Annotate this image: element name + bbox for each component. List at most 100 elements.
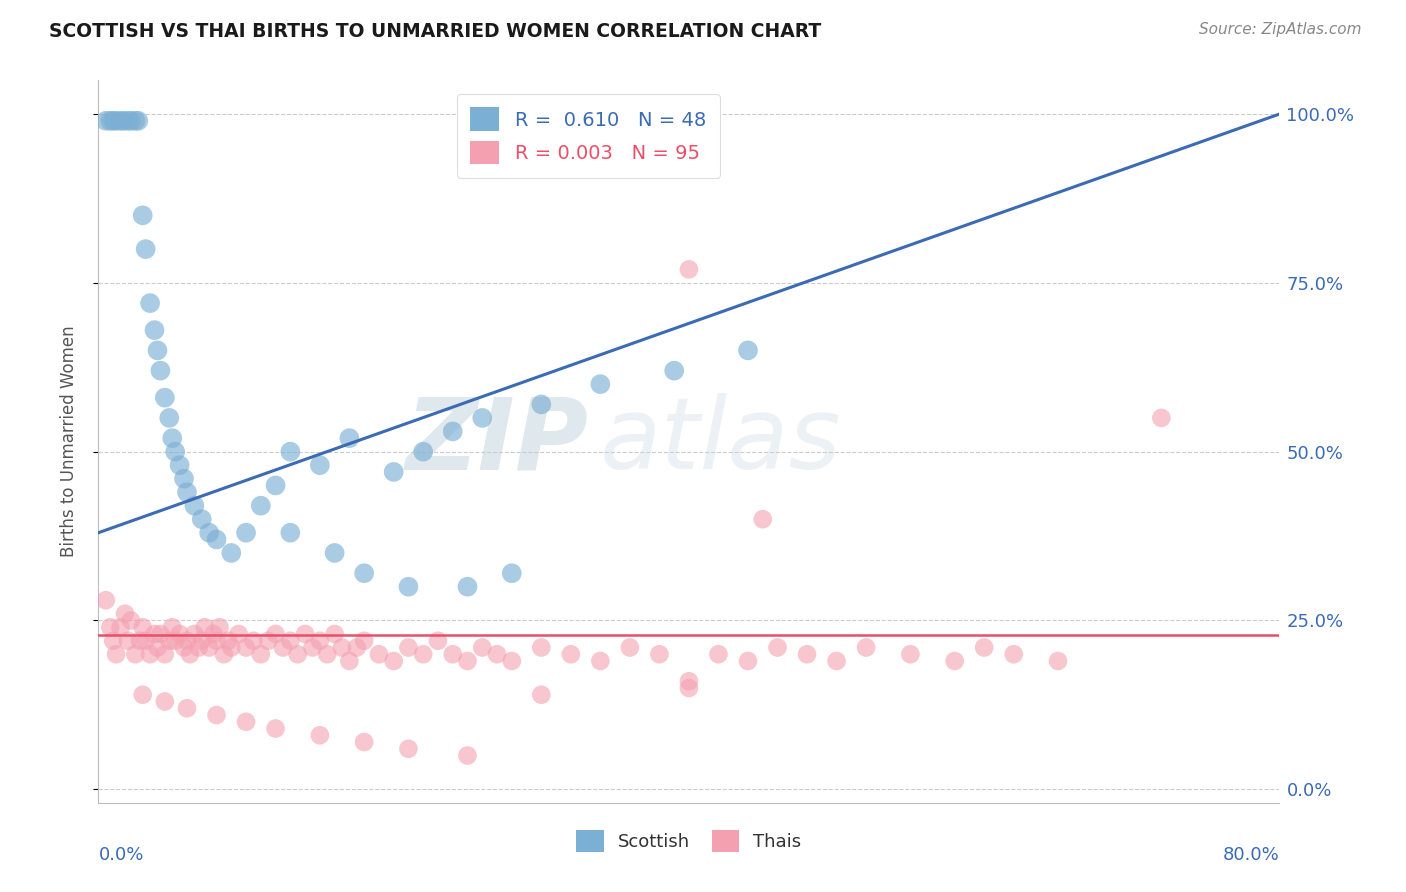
Point — [264, 722, 287, 736]
Point — [162, 431, 183, 445]
Point — [346, 640, 368, 655]
Point — [205, 708, 228, 723]
Point — [132, 688, 155, 702]
Point — [191, 512, 214, 526]
Point — [678, 262, 700, 277]
Point — [124, 113, 146, 128]
Text: Source: ZipAtlas.com: Source: ZipAtlas.com — [1198, 22, 1361, 37]
Legend: Scottish, Thais: Scottish, Thais — [569, 822, 808, 859]
Point — [353, 566, 375, 581]
Point — [339, 431, 361, 445]
Point — [132, 208, 155, 222]
Point — [1046, 654, 1070, 668]
Point — [98, 620, 121, 634]
Point — [162, 620, 183, 634]
Point — [339, 654, 361, 668]
Point — [323, 627, 346, 641]
Point — [105, 113, 128, 128]
Point — [330, 640, 353, 655]
Point — [94, 593, 117, 607]
Point — [153, 647, 176, 661]
Point — [678, 681, 700, 695]
Point — [678, 674, 700, 689]
Point — [191, 633, 214, 648]
Point — [368, 647, 391, 661]
Point — [264, 627, 287, 641]
Text: ZIP: ZIP — [405, 393, 589, 490]
Point — [1002, 647, 1025, 661]
Point — [169, 458, 191, 472]
Text: 80.0%: 80.0% — [1223, 847, 1279, 864]
Point — [110, 113, 132, 128]
Point — [183, 627, 205, 641]
Point — [530, 640, 553, 655]
Point — [382, 465, 405, 479]
Point — [176, 485, 198, 500]
Point — [235, 714, 257, 729]
Point — [271, 640, 294, 655]
Point — [153, 694, 176, 708]
Point — [560, 647, 582, 661]
Point — [530, 688, 553, 702]
Point — [619, 640, 641, 655]
Point — [149, 364, 172, 378]
Point — [124, 647, 146, 661]
Point — [589, 377, 612, 392]
Point — [143, 323, 166, 337]
Point — [205, 633, 228, 648]
Point — [198, 640, 221, 655]
Point — [139, 296, 162, 310]
Point — [194, 620, 217, 634]
Point — [1150, 411, 1173, 425]
Point — [169, 627, 191, 641]
Point — [457, 748, 479, 763]
Point — [398, 741, 420, 756]
Text: SCOTTISH VS THAI BIRTHS TO UNMARRIED WOMEN CORRELATION CHART: SCOTTISH VS THAI BIRTHS TO UNMARRIED WOM… — [49, 22, 821, 41]
Point — [301, 640, 323, 655]
Point — [176, 633, 198, 648]
Point — [173, 472, 195, 486]
Point — [117, 113, 139, 128]
Point — [146, 343, 169, 358]
Point — [94, 113, 117, 128]
Point — [353, 735, 375, 749]
Point — [205, 533, 228, 547]
Point — [257, 633, 280, 648]
Point — [157, 411, 180, 425]
Point — [208, 620, 231, 634]
Point — [153, 391, 176, 405]
Point — [427, 633, 450, 648]
Point — [202, 627, 225, 641]
Point — [398, 640, 420, 655]
Point — [198, 525, 221, 540]
Point — [648, 647, 671, 661]
Point — [228, 627, 250, 641]
Point — [280, 633, 302, 648]
Point — [280, 525, 302, 540]
Point — [707, 647, 730, 661]
Point — [398, 580, 420, 594]
Point — [855, 640, 877, 655]
Point — [105, 647, 128, 661]
Point — [149, 627, 172, 641]
Point — [183, 499, 205, 513]
Y-axis label: Births to Unmarried Women: Births to Unmarried Women — [59, 326, 77, 558]
Point — [441, 647, 464, 661]
Point — [752, 512, 775, 526]
Point — [110, 620, 132, 634]
Point — [412, 647, 434, 661]
Point — [471, 411, 494, 425]
Point — [501, 566, 523, 581]
Point — [157, 633, 180, 648]
Point — [471, 640, 494, 655]
Point — [280, 444, 302, 458]
Point — [120, 614, 142, 628]
Point — [737, 654, 759, 668]
Point — [165, 444, 187, 458]
Point — [103, 113, 125, 128]
Point — [143, 627, 166, 641]
Point — [235, 640, 257, 655]
Point — [221, 640, 243, 655]
Point — [250, 499, 273, 513]
Point — [221, 546, 243, 560]
